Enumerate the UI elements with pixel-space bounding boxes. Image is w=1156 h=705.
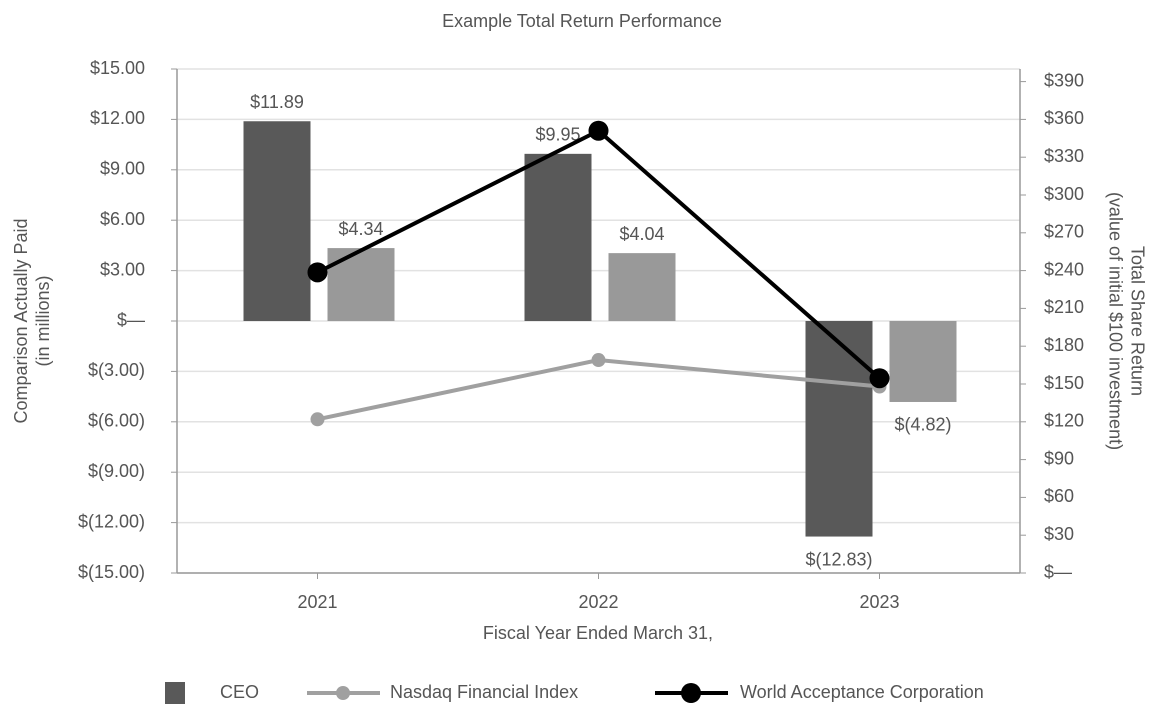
bar (327, 248, 395, 321)
marker (588, 120, 609, 141)
y-tick-label: $— (117, 310, 145, 330)
y-tick-label: $3.00 (100, 259, 145, 279)
x-axis-label: Fiscal Year Ended March 31, (483, 623, 713, 643)
data-label: $(4.82) (894, 415, 951, 435)
bar (524, 153, 592, 321)
marker (310, 412, 325, 427)
y-tick-label: $12.00 (90, 108, 145, 128)
y-tick-label: $(6.00) (88, 411, 145, 431)
data-label: $4.34 (338, 219, 383, 239)
marker (307, 262, 328, 283)
y2-tick-label: $360 (1044, 108, 1084, 128)
y-tick-label: $(9.00) (88, 461, 145, 481)
y2-tick-label: $270 (1044, 222, 1084, 242)
y-axis-label: (in millions) (33, 275, 53, 366)
y2-tick-label: $210 (1044, 297, 1084, 317)
bar (805, 321, 873, 537)
y-tick-label: $(3.00) (88, 360, 145, 380)
y2-tick-label: $90 (1044, 448, 1074, 468)
bar (608, 253, 676, 321)
y2-tick-label: $240 (1044, 259, 1084, 279)
chart-title: Example Total Return Performance (442, 11, 722, 31)
line (316, 128, 881, 380)
y-tick-label: $6.00 (100, 209, 145, 229)
legend-marker (336, 686, 350, 700)
y2-tick-label: $330 (1044, 146, 1084, 166)
y-axis-label: Comparison Actually Paid (11, 218, 31, 423)
line (317, 358, 880, 422)
data-label: $(12.83) (805, 549, 872, 569)
y2-tick-label: $30 (1044, 524, 1074, 544)
y-tick-label: $(15.00) (78, 562, 145, 582)
y2-tick-label: $300 (1044, 184, 1084, 204)
data-label: $9.95 (535, 125, 580, 145)
x-tick-label: 2021 (297, 592, 337, 612)
y2-axis-label: (value of initial $100 investment) (1105, 192, 1125, 450)
x-tick-label: 2023 (859, 592, 899, 612)
y2-tick-label: $180 (1044, 335, 1084, 355)
marker (869, 368, 890, 389)
y-tick-label: $(12.00) (78, 511, 145, 531)
bar (243, 121, 311, 321)
y-tick-label: $15.00 (90, 58, 145, 78)
x-tick-label: 2022 (578, 592, 618, 612)
data-label: $11.89 (250, 92, 304, 112)
y2-tick-label: $390 (1044, 70, 1084, 90)
legend-label: CEO (220, 682, 259, 702)
legend-label: Nasdaq Financial Index (390, 682, 578, 702)
data-label: $4.04 (619, 224, 664, 244)
legend-swatch (165, 682, 185, 704)
y-tick-label: $9.00 (100, 159, 145, 179)
bar (889, 321, 957, 402)
y2-tick-label: $— (1044, 562, 1072, 582)
legend-marker (681, 683, 701, 703)
y2-tick-label: $150 (1044, 373, 1084, 393)
y2-axis-label: Total Share Return (1127, 246, 1147, 396)
legend-label: World Acceptance Corporation (740, 682, 984, 702)
marker (591, 353, 606, 368)
y2-tick-label: $120 (1044, 411, 1084, 431)
y2-tick-label: $60 (1044, 486, 1074, 506)
